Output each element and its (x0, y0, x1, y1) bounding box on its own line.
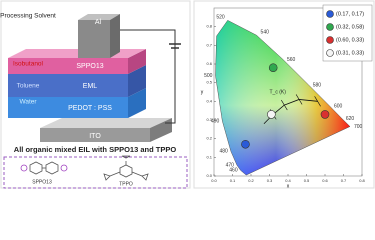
isotherm (314, 96, 321, 107)
layer-label: ITO (89, 133, 101, 140)
ito-side (150, 118, 172, 142)
eil-top (8, 49, 146, 58)
y-tick-label: 0.0 (206, 173, 212, 178)
y-tick-label: 0.2 (206, 136, 212, 141)
eil-layer (8, 58, 128, 74)
legend-label: (0.17, 0.17) (336, 11, 364, 17)
x-tick-label: 0.6 (322, 178, 328, 183)
legend-label: (0.31, 0.33) (336, 50, 364, 56)
y-tick-label: 0.7 (206, 42, 212, 47)
legend-marker (326, 23, 334, 31)
gamut-overlay (215, 19, 351, 176)
isotherm (295, 94, 303, 105)
wavelength-label: 470 (226, 163, 235, 169)
graphical-abstract: Al SPPO13 EML PEDOT : PSS ITO Processing… (0, 0, 375, 189)
al-top (78, 14, 120, 20)
wavelength-label: 580 (313, 82, 322, 88)
layer-label: PEDOT : PSS (68, 105, 112, 112)
legend-label: (0.60, 0.33) (336, 37, 364, 43)
wavelength-label: 500 (204, 73, 213, 79)
eil-side (128, 49, 146, 74)
legend-marker (326, 49, 334, 57)
y-axis-label: y (201, 89, 204, 95)
al-side (110, 14, 120, 58)
color-point (241, 139, 250, 149)
wavelength-label: 600 (334, 104, 343, 110)
wavelength-label: 620 (346, 116, 355, 122)
y-tick-label: 0.8 (206, 24, 212, 29)
molecule-box (3, 156, 188, 189)
x-tick-label: 0.3 (267, 178, 273, 183)
legend-label: (0.32, 0.58) (336, 24, 364, 30)
y-tick-label: 0.1 (206, 154, 212, 159)
solvent-label: Water (19, 99, 37, 106)
molecule-sketch (20, 155, 149, 181)
x-tick-label: 0.2 (248, 178, 254, 183)
layer-label: EML (83, 83, 98, 90)
eml-layer (8, 74, 128, 97)
color-point (267, 110, 276, 119)
solvent-title: Processing Solvent (0, 13, 56, 20)
al-front (78, 20, 110, 58)
y-tick-label: 0.3 (206, 117, 212, 122)
layer-label: Al (95, 19, 102, 26)
y-tick-label: 0.4 (206, 98, 212, 103)
x-tick-label: 0.5 (304, 178, 310, 183)
solvent-label: Toluene (17, 83, 40, 90)
molecule-label: SPPO13 (32, 179, 52, 185)
x-tick-label: 0.1 (230, 178, 236, 183)
eml-side (128, 65, 146, 97)
x-tick-label: 0.8 (359, 178, 365, 183)
solvent-label: Isobutanol (13, 61, 44, 68)
wavelength-label: 560 (287, 57, 296, 63)
isotherm (281, 99, 288, 111)
pedot-side (128, 88, 146, 118)
cie-chart: 0.0 0.1 0.2 0.3 0.4 0.5 0.6 0.7 0.8 0.0 0.1 0.2 0.3 0… (201, 4, 373, 189)
caption: All organic mixed EIL with SPPO13 and TP… (14, 145, 177, 154)
ito-top (40, 118, 172, 128)
color-point (268, 63, 278, 73)
legend-marker (326, 36, 334, 44)
molecule-label: TPPO (119, 181, 133, 187)
x-tick-label: 0.4 (285, 178, 291, 183)
page: Al SPPO13 EML PEDOT : PSS ITO Processing… (0, 0, 375, 189)
y-tick-label: 0.5 (206, 80, 212, 85)
wavelength-label: 700 (354, 124, 363, 130)
ito-front (40, 128, 150, 142)
wavelength-label: 460 (229, 168, 238, 174)
wavelength-label: 540 (261, 30, 270, 36)
legend-marker (326, 10, 334, 18)
x-tick-label: 0.0 (211, 178, 217, 183)
wire (120, 29, 176, 124)
wavelength-label: 480 (219, 149, 228, 155)
color-point (320, 110, 330, 119)
x-axis-label: x (287, 183, 290, 189)
layer-label: SPPO13 (76, 63, 103, 70)
pedot-layer (8, 97, 128, 118)
wavelength-label: 520 (216, 15, 225, 21)
tc-label: T_c (K) (270, 89, 287, 95)
y-tick-label: 0.6 (206, 61, 212, 66)
wavelength-label: 490 (211, 118, 220, 124)
x-tick-label: 0.7 (341, 178, 347, 183)
